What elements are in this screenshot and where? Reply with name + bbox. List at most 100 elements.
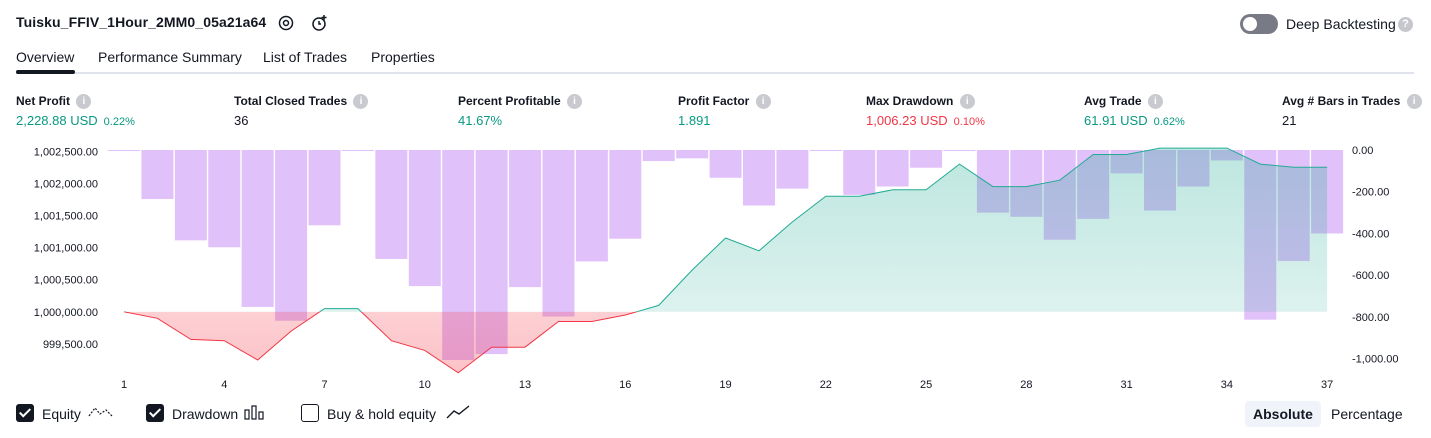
left-axis: 1,002,500.00 1,002,000.00 1,001,500.00 1,00… [34,146,98,351]
left-axis-tick: 999,500.00 [43,339,98,351]
add-alert-icon[interactable] [310,13,330,33]
metric-profit-factor-label: Profit Factor i [678,94,771,110]
strategy-title: Tuisku_FFIV_1Hour_2MM0_05a21a64 [16,14,267,30]
metric-avg-bars-value: 21 [1282,113,1297,128]
drawdown-bar [575,150,608,262]
right-axis-tick: -800.00 [1352,312,1389,324]
x-axis-tick: 19 [719,379,731,391]
settings-icon[interactable] [276,13,296,33]
tab-overview[interactable]: Overview [16,49,75,65]
x-axis-tick: 13 [519,379,531,391]
x-axis-tick: 16 [619,379,631,391]
drawdown-bar [676,150,709,159]
right-axis-tick: -600.00 [1352,270,1389,282]
drawdown-bar [108,150,140,151]
left-axis-tick: 1,000,500.00 [34,275,98,287]
left-axis-tick: 1,001,000.00 [34,243,98,255]
deep-backtesting-label: Deep Backtesting [1286,16,1396,32]
x-axis-tick: 10 [419,379,431,391]
buy-hold-line-icon [446,404,470,425]
x-axis-tick: 37 [1321,379,1333,391]
x-axis-tick: 7 [321,379,327,391]
metric-max-drawdown-value: 1,006.23 USD 0.10% [866,113,985,128]
drawdown-bar [174,150,207,241]
metric-percent-profitable-label: Percent Profitable i [458,94,583,110]
metric-max-drawdown-label: Max Drawdown i [866,94,975,110]
drawdown-checkbox[interactable] [146,404,164,422]
right-axis-tick: -200.00 [1352,187,1389,199]
left-axis-tick: 1,002,500.00 [34,146,98,158]
x-axis-tick: 31 [1120,379,1132,391]
equity-line-positive [123,147,1328,312]
drawdown-bar [943,150,976,151]
tab-properties[interactable]: Properties [371,49,435,65]
tabs-divider [16,72,1414,74]
metric-avg-trade-label: Avg Trade i [1084,94,1163,110]
x-axis: 1 4 7 10 13 16 19 22 25 28 31 34 37 [121,379,1333,391]
drawdown-bar [876,150,909,187]
x-axis-tick: 25 [920,379,932,391]
info-icon[interactable]: i [1406,94,1422,110]
drawdown-bar [408,150,441,287]
equity-drawdown-chart[interactable]: 1,002,500.00 1,002,000.00 1,001,500.00 1,00… [0,140,1431,396]
drawdown-bar [341,150,374,151]
info-icon[interactable]: i [959,94,975,110]
right-axis-tick: -1,000.00 [1352,354,1398,366]
equity-area [124,148,1328,373]
info-icon[interactable]: i [76,94,92,110]
info-icon[interactable]: i [755,94,771,110]
drawdown-bar [509,150,542,288]
help-icon[interactable]: ? [1398,17,1413,32]
right-axis: 0.00 -200.00 -400.00 -600.00 -800.00 -1,000.0… [1352,145,1398,366]
drawdown-bars-icon [244,404,268,425]
tab-performance-summary[interactable]: Performance Summary [98,49,242,65]
deep-backtesting-toggle[interactable] [1240,14,1278,34]
buy-hold-checkbox[interactable] [301,404,319,422]
x-axis-tick: 28 [1020,379,1032,391]
metric-avg-trade-value: 61.91 USD 0.62% [1084,113,1185,128]
absolute-button[interactable]: Absolute [1245,401,1321,427]
tab-list-of-trades[interactable]: List of Trades [263,49,348,65]
metric-net-profit-label: Net Profit i [16,94,92,110]
drawdown-bar [642,150,675,162]
drawdown-bar [542,150,575,317]
metric-net-profit-value: 2,228.88 USD 0.22% [16,113,135,128]
equity-checkbox[interactable] [16,404,34,422]
drawdown-bar [375,150,408,259]
percentage-button[interactable]: Percentage [1331,406,1403,422]
info-icon[interactable]: i [353,94,369,110]
left-axis-tick: 1,000,000.00 [34,307,98,319]
info-icon[interactable]: i [1147,94,1163,110]
drawdown-bar [809,150,842,151]
metric-total-closed-trades-value: 36 [234,113,249,128]
drawdown-bar [910,150,943,168]
drawdown-bar [843,150,876,195]
drawdown-bar [308,150,341,226]
left-axis-tick: 1,001,500.00 [34,211,98,223]
x-axis-tick: 1 [121,379,127,391]
x-axis-tick: 4 [221,379,227,391]
drawdown-bar [275,150,308,321]
x-axis-tick: 34 [1221,379,1233,391]
metric-avg-bars-label: Avg # Bars in Trades i [1282,94,1422,110]
drawdown-bar [709,150,742,178]
right-axis-tick: 0.00 [1352,145,1373,157]
right-axis-tick: -400.00 [1352,228,1389,240]
active-tab-indicator [16,70,75,74]
info-icon[interactable]: i [567,94,583,110]
drawdown-bar [241,150,274,307]
left-axis-tick: 1,002,000.00 [34,178,98,190]
equity-area-negative [124,311,637,373]
drawdown-legend-label: Drawdown [172,406,239,422]
x-axis-tick: 22 [820,379,832,391]
drawdown-bar [141,150,174,200]
equity-line-icon [88,404,114,425]
drawdown-bar [208,150,241,248]
metric-percent-profitable-value: 41.67% [458,113,503,128]
equity-line [123,147,1328,374]
metric-total-closed-trades-label: Total Closed Trades i [234,94,369,110]
equity-area-positive [124,148,1328,312]
buy-hold-legend-label: Buy & hold equity [327,406,436,422]
drawdown-bar [742,150,775,206]
drawdown-bar [609,150,642,239]
